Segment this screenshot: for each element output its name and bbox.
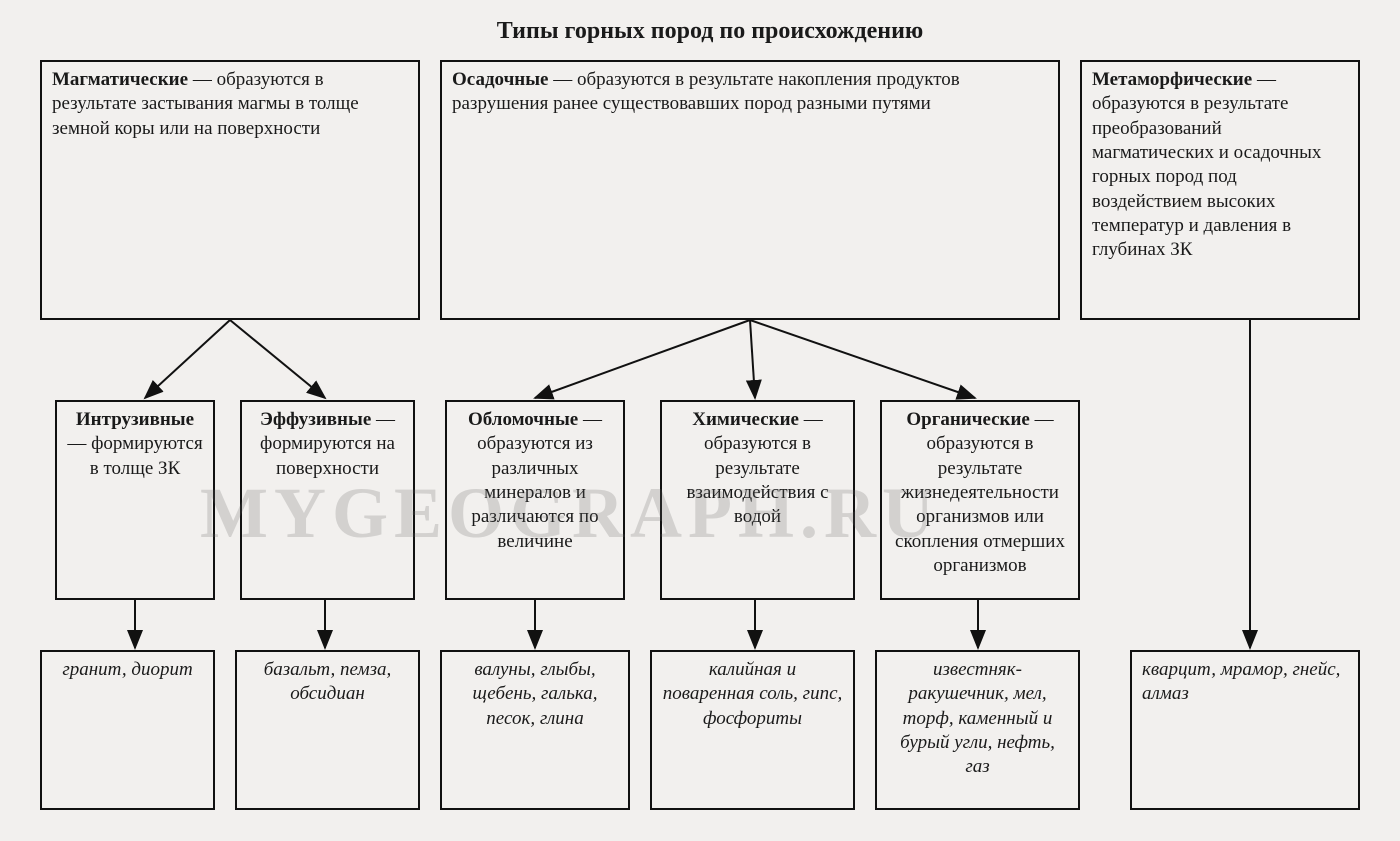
node-intrusive: Интрузивные — формируются в толще ЗК [55, 400, 215, 600]
watermark: MYGEOGRAPH.RU [200, 472, 940, 555]
node-ex-organic: известняк-ракушечник, мел, торф, каменны… [875, 650, 1080, 810]
node-ex-clastic-text: валуны, глыбы, щебень, галька, песок, гл… [472, 659, 597, 729]
node-magmatic: Магматические — образуются в результате … [40, 60, 420, 320]
node-sedimentary-bold: Осадочные [452, 69, 549, 90]
node-clastic-bold: Обломочные [468, 409, 578, 430]
node-ex-intrusive: гранит, диорит [40, 650, 215, 810]
node-metamorphic: Метаморфические — образуются в результат… [1080, 60, 1360, 320]
node-sedimentary: Осадочные — образуются в результате нако… [440, 60, 1060, 320]
diagram-title: Типы горных пород по происхождению [470, 18, 950, 45]
diagram-canvas: Типы горных пород по происхождению Магма… [0, 0, 1400, 841]
node-chemical-bold: Химические [692, 409, 799, 430]
node-ex-chemical: калийная и поваренная соль, гипс, фосфор… [650, 650, 855, 810]
node-effusive-bold: Эффузивные [260, 409, 371, 430]
node-ex-intrusive-text: гранит, диорит [62, 659, 192, 680]
node-ex-metamorphic: кварцит, мрамор, гнейс, алмаз [1130, 650, 1360, 810]
node-ex-effusive-text: базальт, пемза, обсидиан [264, 659, 392, 704]
node-magmatic-bold: Магматические [52, 69, 188, 90]
node-intrusive-bold: Интрузивные [76, 409, 194, 430]
node-metamorphic-bold: Метаморфические [1092, 69, 1252, 90]
node-ex-organic-text: известняк-ракушечник, мел, торф, каменны… [900, 659, 1055, 777]
node-ex-metamorphic-text: кварцит, мрамор, гнейс, алмаз [1142, 659, 1340, 704]
node-ex-clastic: валуны, глыбы, щебень, галька, песок, гл… [440, 650, 630, 810]
node-organic-bold: Органические [906, 409, 1030, 430]
node-ex-effusive: базальт, пемза, обсидиан [235, 650, 420, 810]
node-ex-chemical-text: калийная и поваренная соль, гипс, фосфор… [663, 659, 843, 729]
node-intrusive-text: — формируются в толще ЗК [67, 433, 202, 478]
node-metamorphic-text: — образуются в результате преобразований… [1092, 69, 1321, 260]
